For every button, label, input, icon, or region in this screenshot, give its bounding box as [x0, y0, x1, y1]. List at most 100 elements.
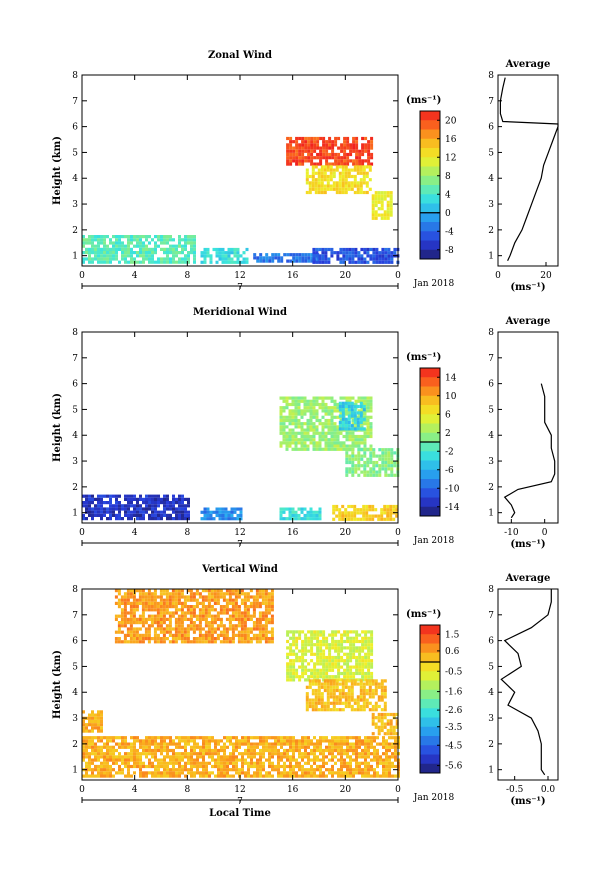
- heat-cell: [349, 755, 352, 759]
- colorbar-tick-label: -10: [445, 484, 460, 494]
- heat-cell: [310, 768, 313, 772]
- colorbar-segment: [420, 671, 440, 681]
- colorbar-tick-label: 12: [445, 153, 456, 163]
- heat-cell: [313, 662, 317, 666]
- heat-cell: [97, 238, 100, 242]
- heat-cell: [207, 598, 211, 602]
- heat-cell: [312, 431, 316, 435]
- heat-cell: [162, 617, 166, 621]
- heat-cell: [279, 412, 283, 416]
- heat-cell: [297, 507, 301, 511]
- heat-cell: [243, 592, 247, 596]
- heat-cell: [326, 701, 330, 705]
- heat-cell: [315, 441, 319, 445]
- heat-cell: [162, 589, 166, 593]
- heat-cell: [348, 448, 352, 452]
- heat-cell: [88, 736, 91, 740]
- heat-cell: [321, 254, 325, 258]
- heat-cell: [292, 152, 296, 157]
- heat-cell: [316, 639, 320, 644]
- heat-cell: [345, 444, 349, 448]
- heat-cell: [130, 254, 133, 258]
- heat-cell: [225, 640, 229, 644]
- heat-cell: [336, 441, 340, 445]
- heat-cell: [312, 251, 316, 255]
- heat-cell: [317, 685, 321, 689]
- heat-cell: [204, 621, 208, 625]
- heat-cell: [171, 592, 175, 596]
- heat-cell: [91, 251, 94, 255]
- heat-cell: [243, 598, 247, 602]
- heat-cell: [171, 633, 175, 637]
- heat-cell: [177, 627, 181, 631]
- heat-cell: [338, 508, 342, 512]
- heat-cell: [192, 627, 196, 631]
- heat-cell: [322, 152, 326, 157]
- heat-cell: [322, 143, 326, 147]
- heat-cell: [270, 601, 274, 605]
- heat-cell: [118, 752, 121, 756]
- heat-cell: [314, 165, 318, 169]
- heat-cell: [295, 630, 299, 634]
- heat-cell: [307, 140, 311, 144]
- heat-cell: [154, 748, 157, 753]
- heat-cell: [361, 639, 365, 644]
- heat-cell: [320, 704, 324, 709]
- heat-cell: [351, 457, 355, 461]
- heat-cell: [343, 659, 347, 663]
- colorbar-segment: [420, 386, 440, 397]
- heat-cell: [91, 235, 94, 239]
- heat-cell: [97, 748, 100, 753]
- heat-cell: [363, 415, 367, 419]
- heat-cell: [358, 764, 361, 769]
- heat-cell: [385, 748, 388, 753]
- heat-cell: [289, 764, 292, 769]
- heat-cell: [117, 624, 121, 628]
- heat-cell: [151, 764, 154, 769]
- heat-cell: [319, 739, 322, 743]
- heat-cell: [362, 190, 366, 195]
- heat-cell: [202, 771, 205, 775]
- heat-cell: [274, 253, 278, 257]
- heat-cell: [227, 251, 231, 255]
- heat-cell: [166, 774, 169, 778]
- heat-cell: [183, 617, 187, 621]
- heat-cell: [127, 504, 130, 508]
- colorbar-segment: [420, 506, 440, 517]
- heat-cell: [361, 739, 364, 743]
- heat-cell: [382, 758, 385, 762]
- heat-cell: [306, 513, 310, 518]
- heat-cell: [130, 235, 133, 239]
- heat-cell: [265, 736, 268, 740]
- heat-cell: [339, 260, 343, 264]
- heat-cell: [295, 146, 299, 150]
- heat-cell: [304, 136, 308, 141]
- heat-cell: [354, 454, 358, 458]
- heat-cell: [327, 409, 331, 413]
- heat-cell: [100, 260, 103, 264]
- heat-cell: [103, 247, 106, 251]
- heat-cell: [183, 640, 187, 644]
- heat-cell: [358, 668, 362, 672]
- heat-cell: [255, 633, 259, 637]
- heat-cell: [94, 257, 97, 261]
- heat-cell: [246, 627, 250, 631]
- heat-cell: [145, 739, 148, 743]
- heat-cell: [85, 504, 88, 508]
- heat-cell: [368, 708, 372, 712]
- heat-cell: [270, 617, 274, 621]
- heat-cell: [94, 758, 97, 762]
- heat-cell: [334, 143, 338, 147]
- heat-cell: [85, 748, 88, 753]
- heat-cell: [395, 722, 399, 726]
- heat-cell: [348, 438, 352, 442]
- heat-cell: [220, 745, 223, 749]
- heat-cell: [255, 621, 259, 625]
- heat-cell: [295, 761, 298, 765]
- heat-cell: [169, 260, 172, 264]
- heat-cell: [388, 764, 391, 769]
- heat-cell: [379, 758, 382, 762]
- heat-cell: [124, 745, 127, 749]
- heat-cell: [346, 646, 350, 650]
- heat-cell: [145, 742, 148, 746]
